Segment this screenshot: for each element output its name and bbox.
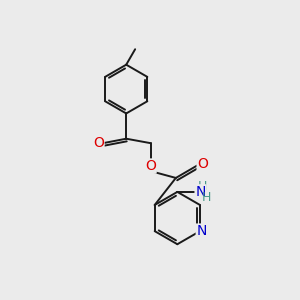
Text: N: N [196, 224, 207, 238]
Text: O: O [93, 136, 104, 150]
Text: H: H [202, 191, 211, 204]
Text: O: O [145, 159, 156, 173]
Text: O: O [197, 157, 208, 171]
Text: H: H [197, 180, 207, 193]
Text: N: N [195, 185, 206, 199]
